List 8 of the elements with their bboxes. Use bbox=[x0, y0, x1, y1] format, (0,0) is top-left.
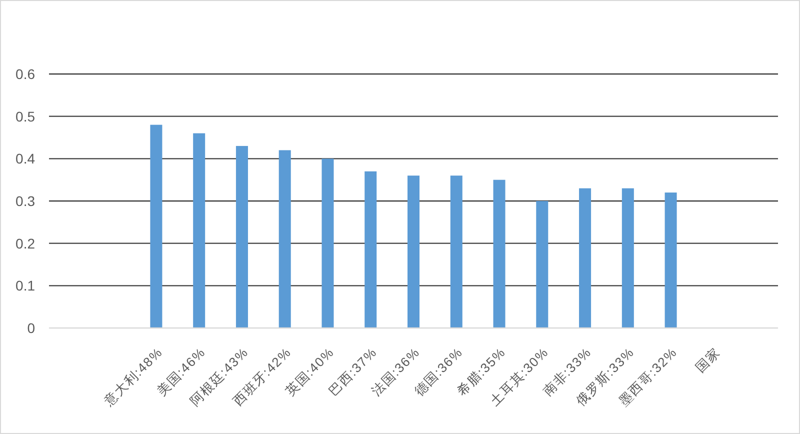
x-tick-label: 国家 bbox=[692, 344, 723, 375]
y-tick-label: 0.4 bbox=[16, 150, 35, 167]
y-tick-label: 0.2 bbox=[16, 235, 35, 252]
y-tick-label: 0.6 bbox=[16, 66, 35, 82]
y-tick-label: 0.3 bbox=[16, 193, 35, 209]
y-tick-label: 0.1 bbox=[16, 278, 35, 294]
y-tick-label: 0.5 bbox=[16, 108, 35, 124]
y-tick-label: 0 bbox=[27, 320, 35, 336]
